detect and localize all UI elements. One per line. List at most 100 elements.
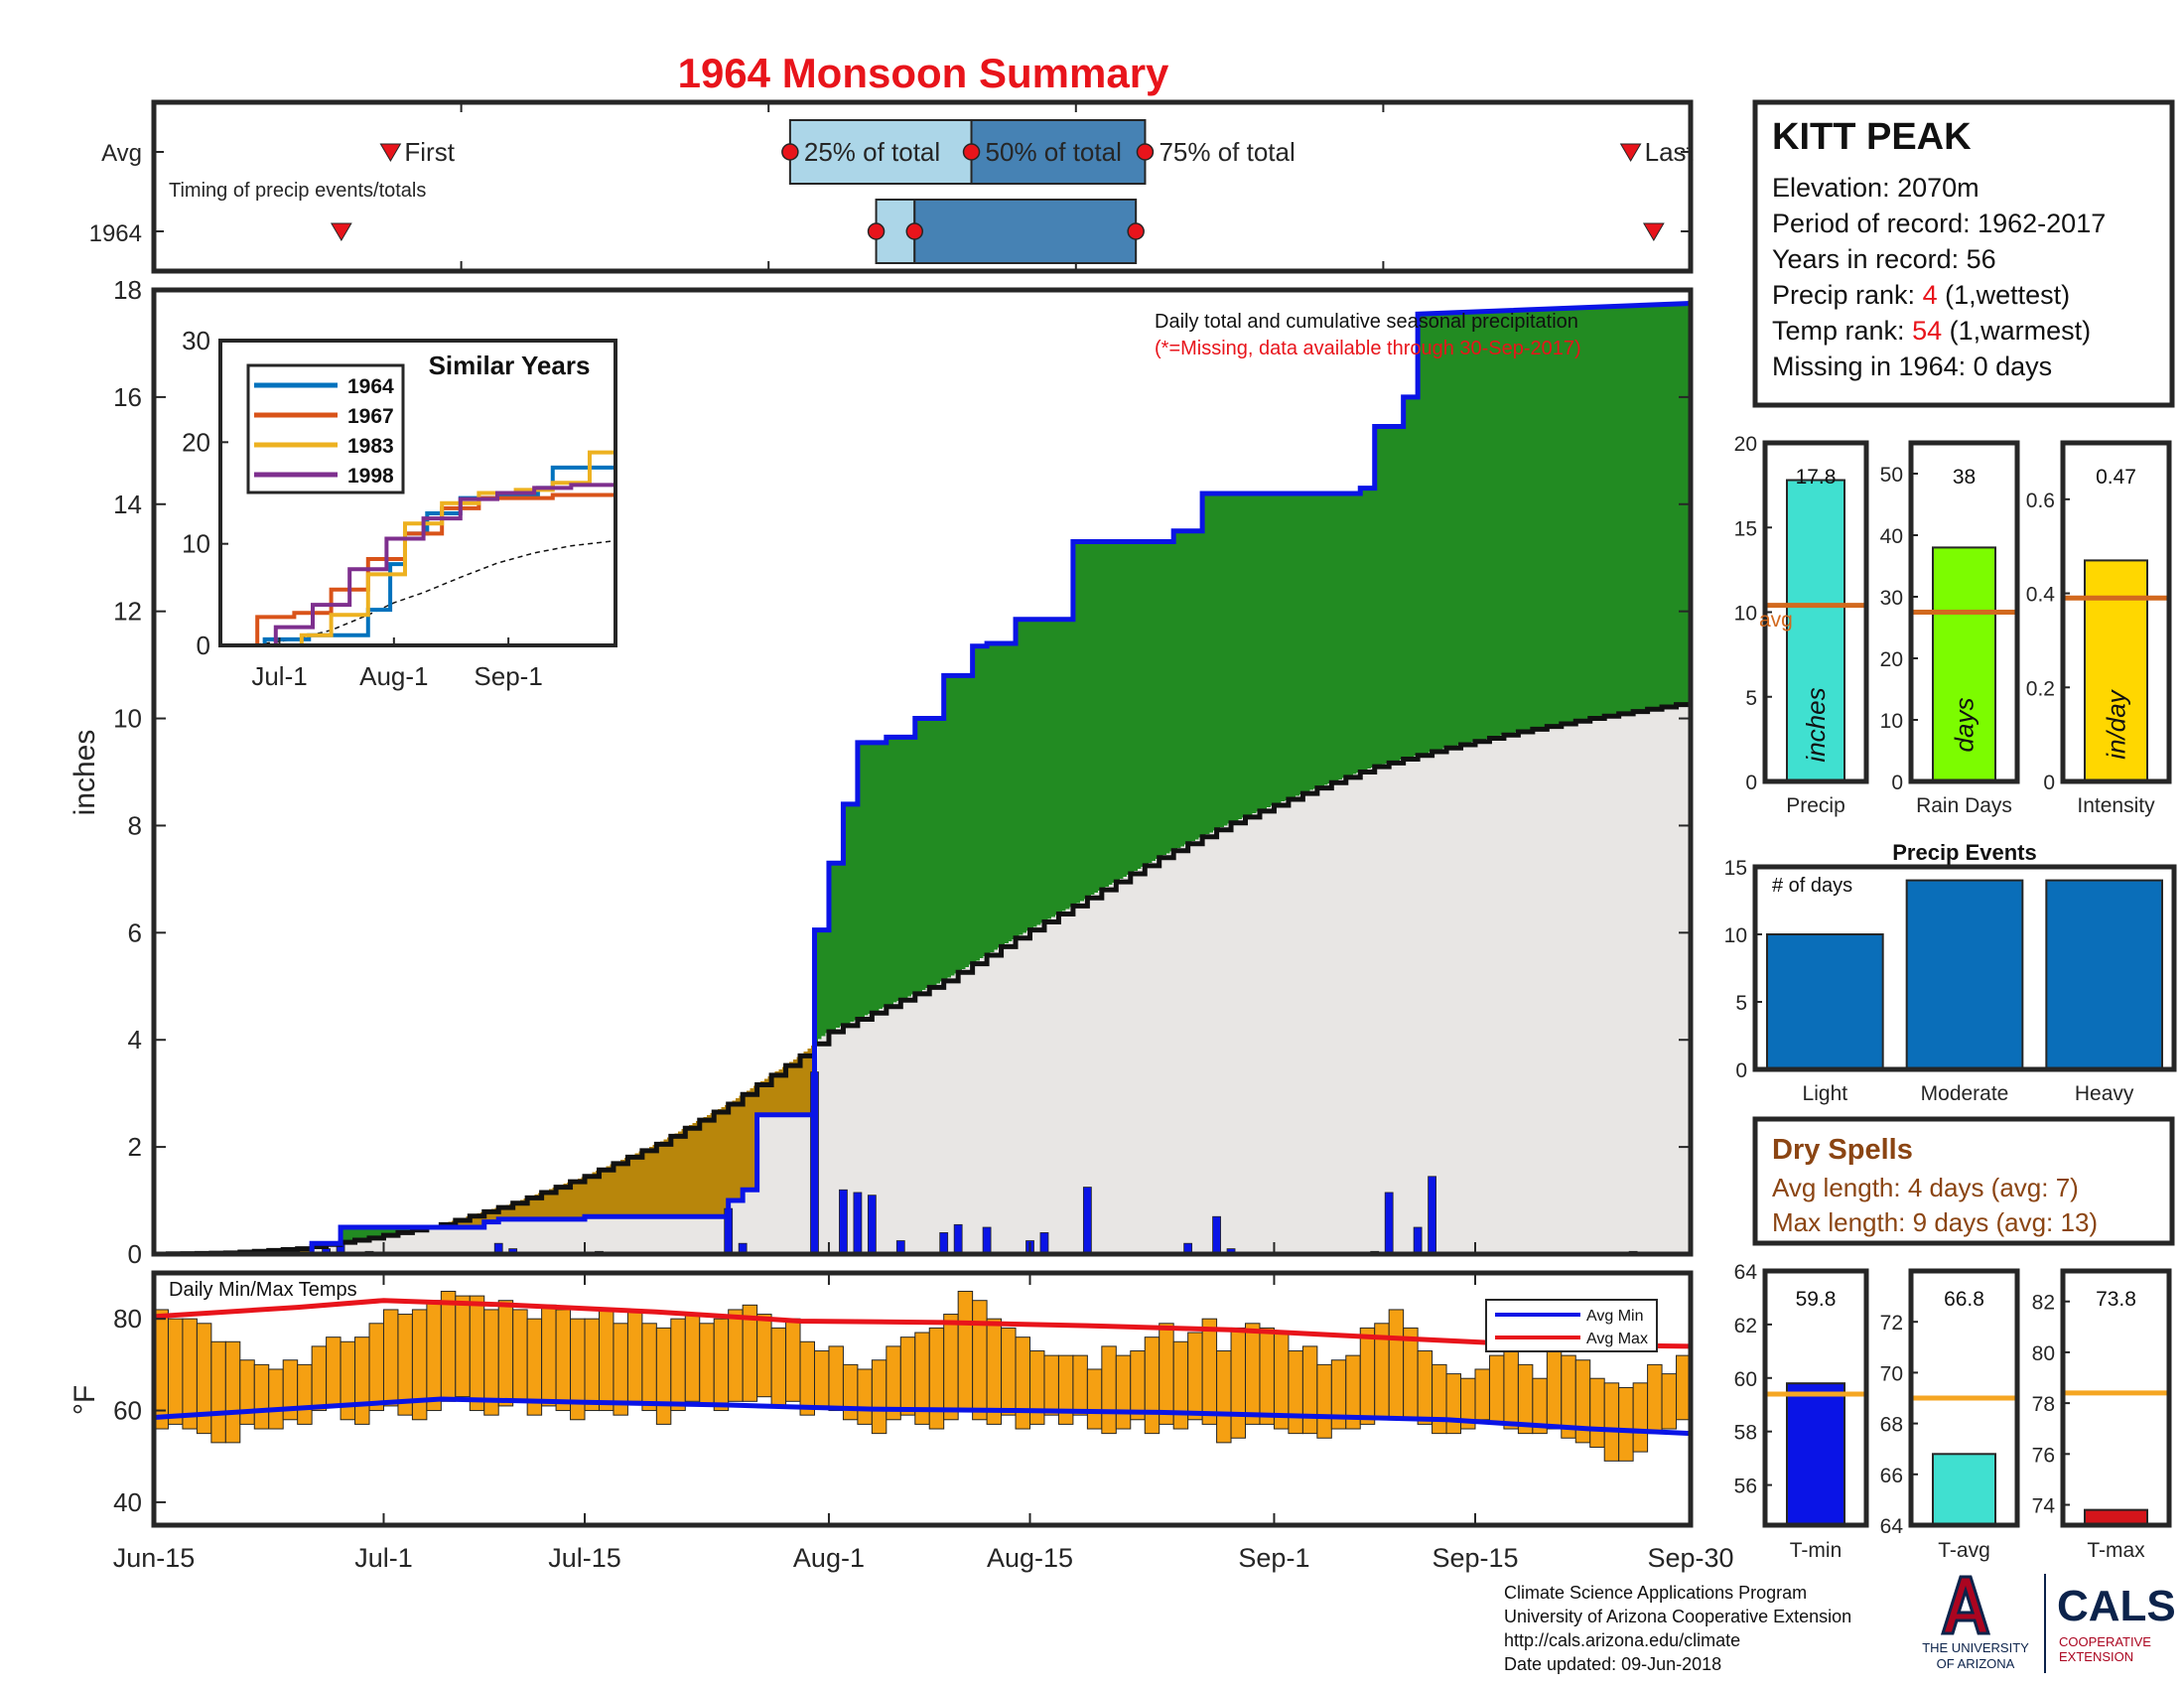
temp-bar-52 <box>899 1336 916 1416</box>
temp-bar-70 <box>1159 1323 1174 1425</box>
station-elevation: Elevation: 2070m <box>1772 173 1979 203</box>
temp-bar-54 <box>928 1327 945 1430</box>
temp-total-category-0: T-min <box>1790 1539 1843 1562</box>
main-plot-frame <box>151 287 1694 1257</box>
temp-bar-80 <box>1301 1345 1318 1435</box>
station-temp-rank: Temp rank: 54 (1,warmest) <box>1772 316 2091 346</box>
daily-precip-bar-15 <box>982 1226 992 1255</box>
total-ytick-label-2-0: 0 <box>2043 772 2055 794</box>
xtick-label-4: Aug-15 <box>987 1543 1073 1573</box>
temp-bar-39 <box>713 1318 730 1412</box>
temp-bar-8 <box>268 1368 284 1430</box>
missing-note: (*=Missing, data available through 30-Se… <box>1155 338 1581 359</box>
temp-bar-28 <box>555 1309 572 1412</box>
temp-bar-72 <box>1187 1332 1203 1421</box>
temp-bar-57 <box>972 1300 988 1421</box>
total-ytick-label-2-2: 0.4 <box>2026 584 2056 607</box>
ua-a-mark <box>1940 1575 1991 1635</box>
precip-rank-part-2: (1,wettest) <box>1938 280 2071 310</box>
temp-bar-43 <box>770 1327 787 1407</box>
temp-bar-15 <box>368 1323 384 1412</box>
temp-bar-62 <box>1043 1354 1059 1416</box>
main-ytick-label-0: 0 <box>128 1239 142 1269</box>
main-ytick-label-3: 6 <box>128 917 142 947</box>
credit-line-1: Climate Science Applications Program <box>1504 1583 1807 1603</box>
temp-total-ytick-label-0-4: 64 <box>1734 1261 1758 1284</box>
timing-year-marker-p75 <box>1127 222 1145 240</box>
total-ytick-label-1-5: 50 <box>1880 464 1903 487</box>
dry-spells-box <box>1752 1116 2175 1246</box>
legend-avg-max-label: Avg Max <box>1586 1331 1648 1347</box>
legend-label-1983: 1983 <box>347 435 394 458</box>
precip-rank-part-0: Precip rank: <box>1772 280 1923 310</box>
temp-total-ytick-label-0-1: 58 <box>1734 1422 1757 1445</box>
temp-total-ytick-label-2-3: 80 <box>2032 1342 2055 1365</box>
timing-year-box-50-75 <box>913 199 1138 264</box>
temp-bar-21 <box>455 1295 471 1398</box>
temp-ytick-label-1: 60 <box>113 1396 142 1426</box>
events-title: Precip Events <box>1892 840 2037 865</box>
similar-xtick-label-0: Jul-1 <box>251 661 307 691</box>
event-ytick-label-2: 10 <box>1724 924 1747 947</box>
timing-year-marker-p25 <box>867 222 886 240</box>
daily-precip-bar-13 <box>939 1232 949 1255</box>
temp-total-ytick-label-1-2: 68 <box>1880 1414 1903 1437</box>
main-ytick-label-2: 4 <box>128 1025 142 1055</box>
timing-first-label: First <box>404 137 455 167</box>
page-title: 1964 Monsoon Summary <box>678 50 1169 96</box>
event-ytick-label-0: 0 <box>1735 1059 1747 1082</box>
temp-bar-38 <box>699 1323 715 1407</box>
temp-bar-77 <box>1259 1327 1275 1425</box>
station-years: Years in record: 56 <box>1772 244 1996 274</box>
similar-year-line-1983 <box>220 426 617 647</box>
total-avg-label: avg <box>1759 609 1793 632</box>
xtick-label-0: Jun-15 <box>113 1543 196 1573</box>
temp-legend <box>1485 1299 1658 1352</box>
total-unit-label-2: in/day <box>2102 688 2131 759</box>
temp-bar-64 <box>1072 1354 1088 1416</box>
temp-bar-92 <box>1474 1368 1490 1421</box>
temp-total-frame-0 <box>1762 1268 1869 1528</box>
temp-bar-59 <box>1001 1327 1017 1416</box>
temp-bar-55 <box>943 1314 959 1421</box>
event-bar-1 <box>1905 879 2024 1070</box>
temp-plot-frame <box>151 1270 1694 1528</box>
temp-rank-part-1: 54 <box>1912 316 1942 346</box>
similar-xtick-label-2: Sep-1 <box>474 661 542 691</box>
total-ytick-label-1-0: 0 <box>1891 772 1903 794</box>
temp-bar-89 <box>1432 1363 1447 1435</box>
temp-ytick-label-2: 80 <box>113 1304 142 1334</box>
timing-last-label: Last <box>1645 137 1695 167</box>
temp-bar-35 <box>655 1327 672 1425</box>
temp-bar-14 <box>354 1336 370 1425</box>
main-ytick-label-4: 8 <box>128 810 142 840</box>
station-period: Period of record: 1962-2017 <box>1772 209 2106 238</box>
xtick-label-1: Jul-1 <box>354 1543 413 1573</box>
timing-caption: Timing of precip events/totals <box>169 180 426 202</box>
temp-total-ytick-label-1-4: 72 <box>1880 1312 1903 1335</box>
temp-total-ytick-label-2-1: 76 <box>2032 1444 2055 1467</box>
temp-bar-11 <box>311 1345 328 1412</box>
temp-bar-33 <box>626 1309 643 1402</box>
main-annotation: Daily total and cumulative seasonal prec… <box>1155 311 1578 333</box>
timing-panel-frame <box>151 99 1694 274</box>
temp-bar-76 <box>1245 1323 1261 1425</box>
similar-years-frame <box>218 339 617 647</box>
daily-precip-bar-20 <box>1212 1215 1221 1255</box>
above-average-fill <box>312 303 1692 1247</box>
similar-xtick-label-1: Aug-1 <box>359 661 428 691</box>
event-ytick-label-1: 5 <box>1735 992 1747 1015</box>
temp-bar-19 <box>426 1300 442 1412</box>
climatology-fill <box>154 702 1691 1254</box>
dry-spells-max: Max length: 9 days (avg: 13) <box>1772 1207 2098 1237</box>
temp-bar-69 <box>1144 1336 1160 1435</box>
daily-precip-bar-14 <box>953 1223 963 1255</box>
temp-total-value-0: 59.8 <box>1796 1288 1837 1311</box>
total-panel-frame-1 <box>1908 440 2020 784</box>
timing-avg-triangle-first <box>379 143 402 162</box>
total-unit-label-1: days <box>1950 698 1979 753</box>
year-cumulative-line <box>154 300 1692 1257</box>
temp-bar-42 <box>756 1314 772 1398</box>
